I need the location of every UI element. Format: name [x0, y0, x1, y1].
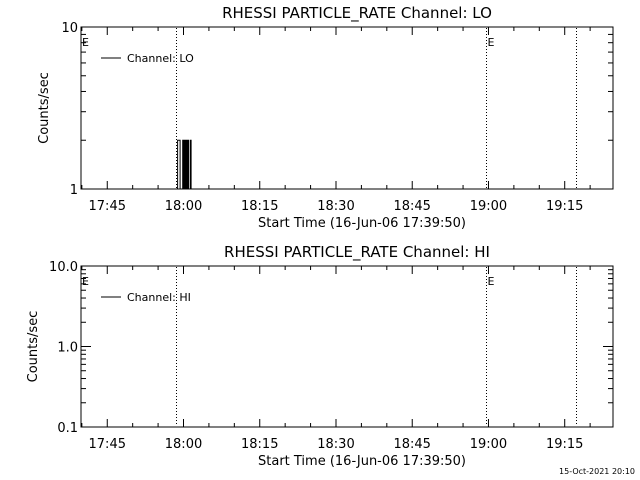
panel-1-x-tick-label: 17:45 — [89, 199, 126, 214]
panel-2-x-tick-label: 19:00 — [470, 437, 507, 452]
panel-1-y-axis-label: Counts/sec — [37, 72, 52, 144]
panel-2-x-tick-label: 18:30 — [317, 437, 354, 452]
panel-2-y-tick-label: 1.0 — [57, 341, 78, 356]
panel-2-x-tick-label: 17:45 — [89, 437, 126, 452]
panel-2-x-tick-label: 19:15 — [546, 437, 583, 452]
panel-2-y-axis-label: Counts/sec — [26, 311, 41, 383]
panel-1-x-tick-label: 18:00 — [165, 199, 202, 214]
panel-2-legend-label: Channel: HI — [127, 291, 191, 304]
panel-2-x-tick-label: 18:15 — [241, 437, 278, 452]
panel-2-x-tick-label: 18:00 — [165, 437, 202, 452]
panel-1: RHESSI PARTICLE_RATE Channel: LO 17:45 18:… — [37, 4, 614, 231]
panel-2-x-tick-label: 18:45 — [393, 437, 430, 452]
panel-2: RHESSI PARTICLE_RATE Channel: HI 17:45 18:… — [26, 243, 614, 469]
panel-1-legend-label: Channel: LO — [127, 52, 194, 65]
panel-2-edge-marker-label: E — [82, 275, 89, 288]
panel-1-x-tick-label: 19:15 — [546, 199, 583, 214]
panel-2-x-axis-label: Start Time (16-Jun-06 17:39:50) — [258, 454, 466, 469]
panel-2-y-tick-label: 10.0 — [49, 260, 78, 275]
panel-1-frame — [80, 26, 614, 190]
panel-1-x-tick-label: 18:30 — [317, 199, 354, 214]
panel-1-x-tick-label: 18:45 — [393, 199, 430, 214]
footer-timestamp: 15-Oct-2021 20:10 — [559, 467, 635, 476]
panel-2-y-tick-label: 0.1 — [57, 421, 78, 436]
panel-1-y-tick-label: 1 — [70, 183, 78, 198]
panel-1-edge-marker-label: E — [82, 36, 89, 49]
panel-1-title: RHESSI PARTICLE_RATE Channel: LO — [222, 4, 492, 23]
panel-2-event-marker-label: E — [488, 275, 495, 288]
panel-1-x-tick-label: 18:15 — [241, 199, 278, 214]
panel-1-y-tick-label: 10 — [61, 21, 78, 36]
panel-1-x-tick-label: 19:00 — [470, 199, 507, 214]
panel-1-event-marker-label: E — [488, 36, 495, 49]
panel-2-title: RHESSI PARTICLE_RATE Channel: HI — [224, 243, 490, 262]
panel-1-x-axis-label: Start Time (16-Jun-06 17:39:50) — [258, 216, 466, 231]
panel-1-series-line — [176, 139, 193, 190]
